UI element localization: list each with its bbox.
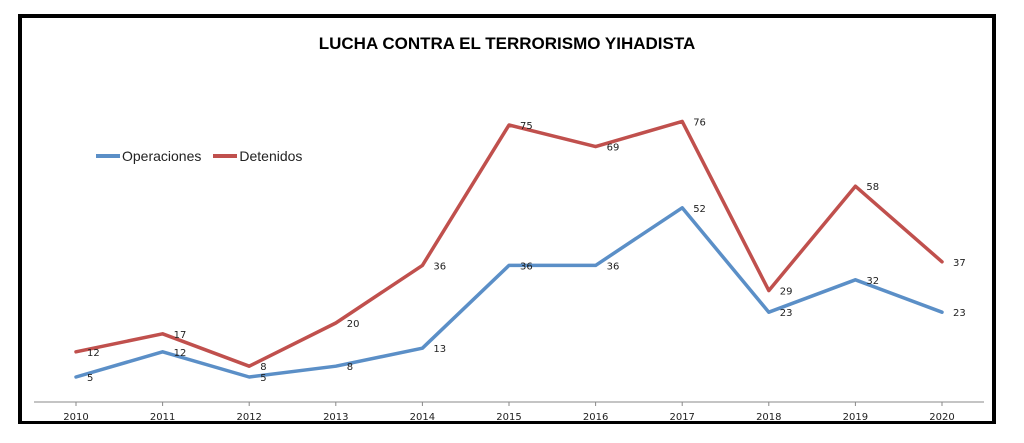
data-label-detenidos: 12 <box>87 348 100 359</box>
series-line-detenidos <box>74 119 944 368</box>
x-tick-label: 2013 <box>323 412 348 423</box>
data-label-operaciones: 13 <box>433 344 446 355</box>
x-tick-label: 2019 <box>843 412 868 423</box>
x-tick-label: 2018 <box>756 412 781 423</box>
data-label-operaciones: 23 <box>780 308 793 319</box>
data-label-detenidos: 29 <box>780 287 793 298</box>
data-label-detenidos: 20 <box>347 319 360 330</box>
data-label-detenidos: 58 <box>866 182 879 193</box>
data-label-operaciones: 8 <box>347 362 353 373</box>
data-label-detenidos: 8 <box>260 362 266 373</box>
data-label-operaciones: 32 <box>866 276 879 287</box>
data-label-detenidos: 75 <box>520 121 533 132</box>
legend-swatch-operaciones <box>96 154 120 158</box>
x-tick-label: 2010 <box>63 412 88 423</box>
data-label-detenidos: 37 <box>953 258 966 269</box>
x-tick-label: 2017 <box>669 412 694 423</box>
legend-label-detenidos: Detenidos <box>239 148 303 164</box>
x-tick-label: 2015 <box>496 412 521 423</box>
data-label-detenidos: 69 <box>607 143 620 154</box>
data-label-detenidos: 17 <box>174 330 187 341</box>
x-tick-label: 2020 <box>929 412 954 423</box>
x-tick-label: 2016 <box>583 412 608 423</box>
x-tick-label: 2014 <box>410 412 435 423</box>
data-label-detenidos: 76 <box>693 117 706 128</box>
data-label-detenidos: 36 <box>433 261 446 272</box>
data-label-operaciones: 12 <box>174 348 187 359</box>
data-label-operaciones: 23 <box>953 308 966 319</box>
chart-legend: Operaciones Detenidos <box>96 148 314 164</box>
data-label-operaciones: 5 <box>260 373 266 384</box>
chart-title: LUCHA CONTRA EL TERRORISMO YIHADISTA <box>318 34 696 53</box>
data-label-operaciones: 36 <box>607 261 620 272</box>
legend-item-detenidos: Detenidos <box>213 148 302 164</box>
x-tick-label: 2012 <box>236 412 261 423</box>
data-label-operaciones: 36 <box>520 261 533 272</box>
data-label-operaciones: 52 <box>693 204 706 215</box>
data-label-operaciones: 5 <box>87 373 93 384</box>
legend-item-operaciones: Operaciones <box>96 148 201 164</box>
x-tick-label: 2011 <box>150 412 175 423</box>
legend-swatch-detenidos <box>213 154 238 158</box>
legend-label-operaciones: Operaciones <box>122 148 202 164</box>
